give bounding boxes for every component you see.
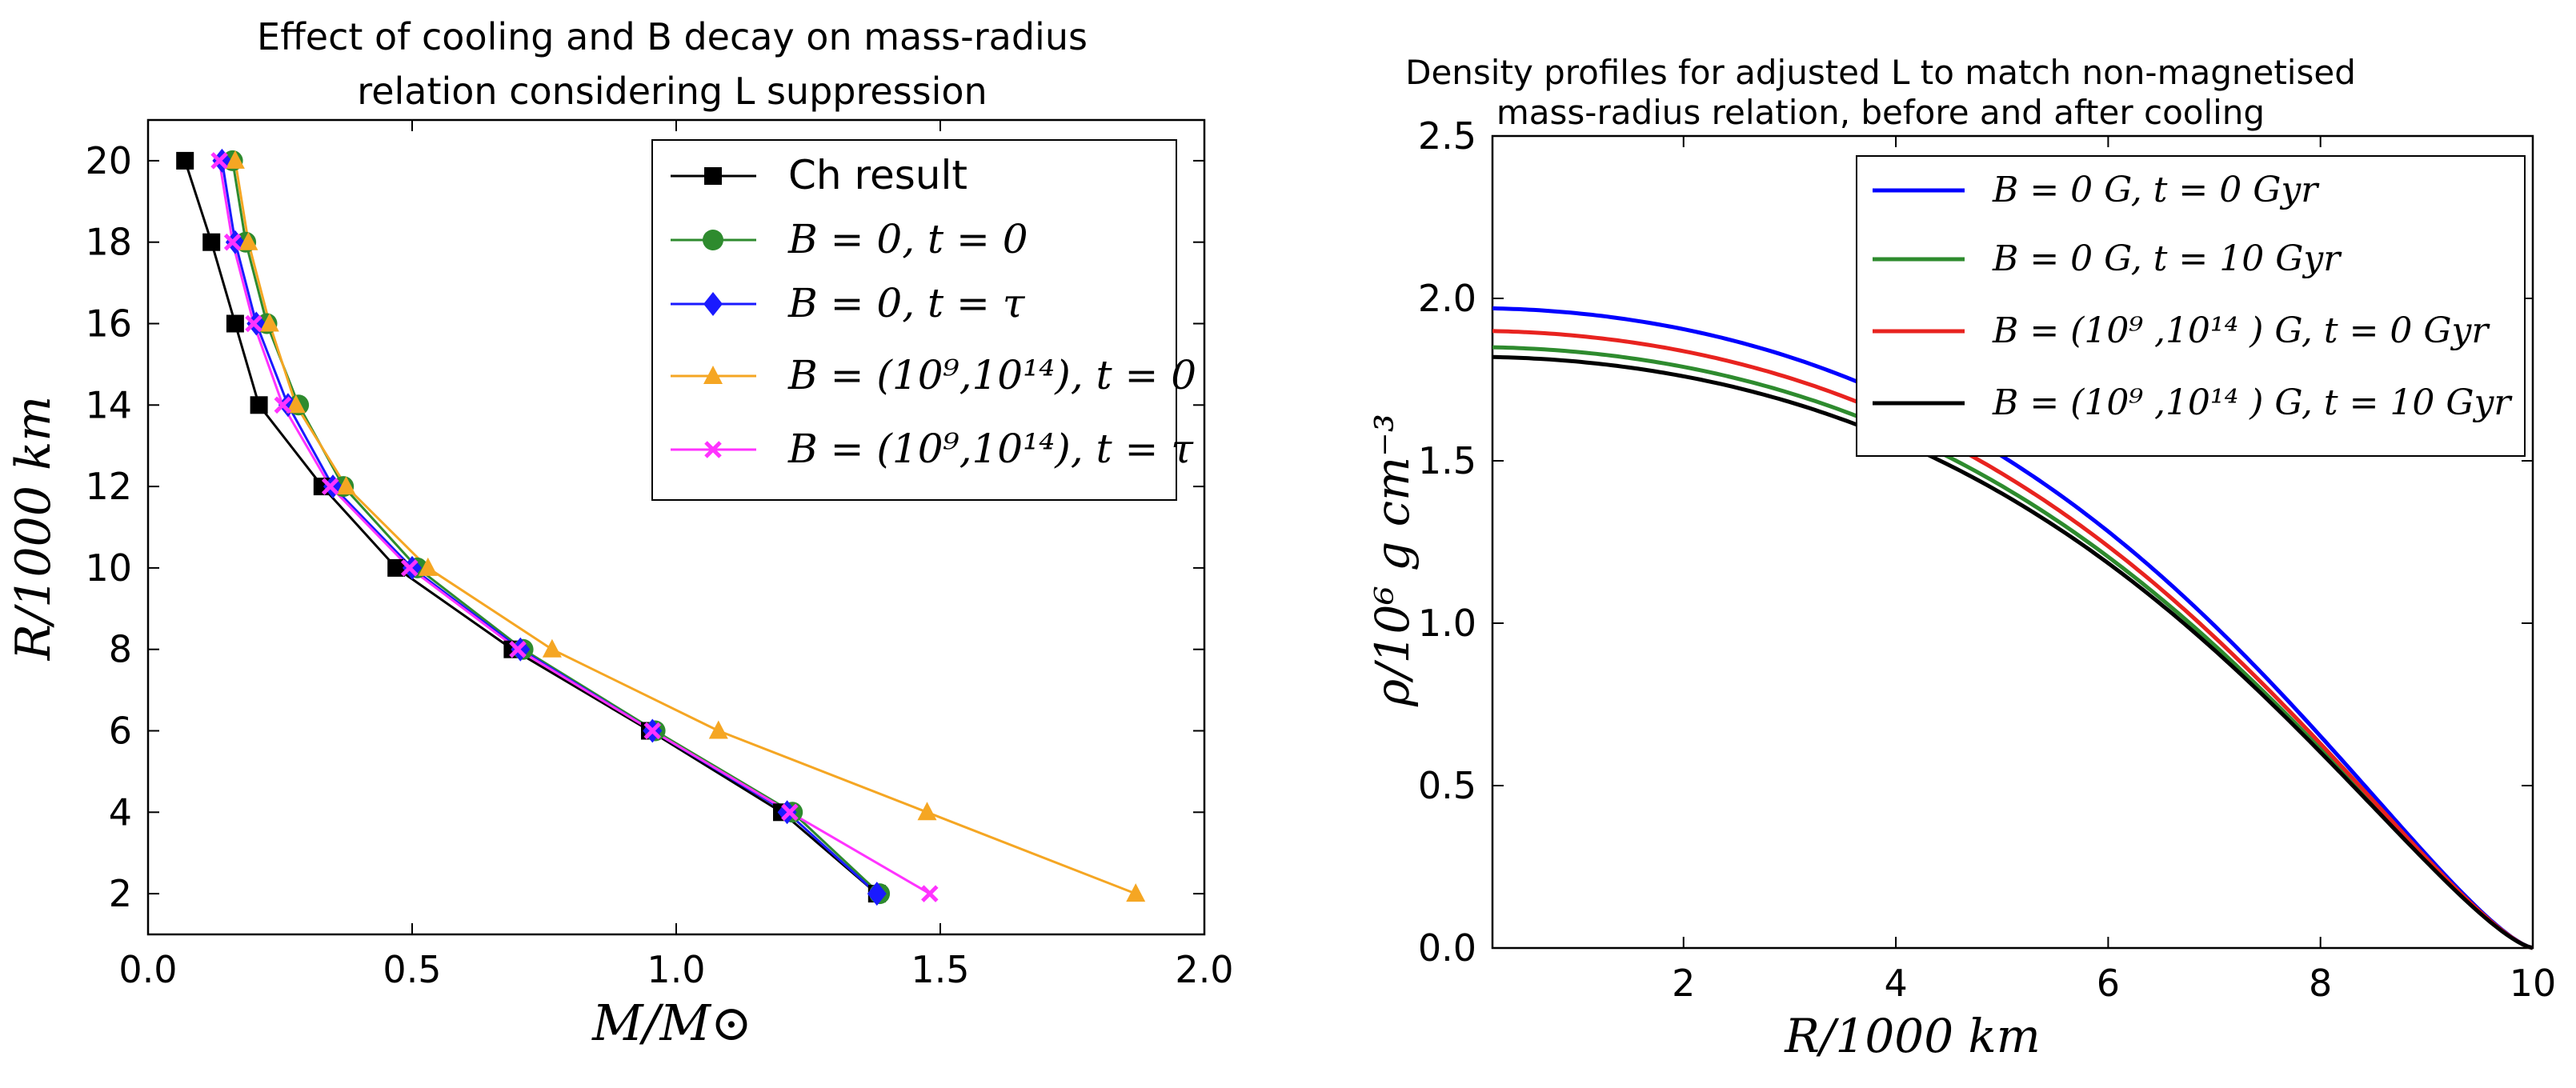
- chart2-series-line-0: [1492, 306, 2534, 950]
- chart1-point-s3-1: [238, 231, 258, 250]
- chart1-title-line1: Effect of cooling and B decay on mass-ra…: [257, 15, 1088, 58]
- chart2-ytick-label: 2.0: [1418, 277, 1476, 320]
- chart2-title-line1: Density profiles for adjusted L to match…: [1405, 53, 2356, 92]
- chart1-xtick-label: 1.5: [911, 948, 969, 991]
- chart1-point-s4-5: [400, 559, 419, 577]
- chart1-xtick-label: 1.0: [647, 948, 705, 991]
- chart1-legend-frame: [651, 139, 1177, 501]
- chart1-point-s4-8: [781, 803, 799, 822]
- chart1-series-line-0: [183, 160, 878, 895]
- chart1-series-line-4: [218, 160, 931, 895]
- chart1-ytick-label: 20: [85, 139, 132, 182]
- chart1-ytick-label: 16: [85, 302, 132, 346]
- chart1-point-s3-6: [542, 638, 562, 658]
- chart1-legend-marker-2: [703, 292, 723, 316]
- chart1-point-s3-3: [286, 394, 306, 414]
- chart2-legend-label-2: B = (10⁹ ,10¹⁴ ) G, t = 0 Gyr: [1992, 310, 2490, 351]
- chart2-xtick-label: 10: [2510, 962, 2557, 1005]
- chart2-series-line-3: [1492, 354, 2534, 950]
- chart1-ytick-label: 6: [109, 710, 132, 753]
- chart1-title-line2: relation considering L suppression: [357, 70, 987, 113]
- chart1-point-s3-4: [336, 476, 356, 495]
- mass-radius-chart: Effect of cooling and B decay on mass-ra…: [6, 15, 1234, 1052]
- chart2-title-line2: mass-radius relation, before and after c…: [1496, 93, 2265, 132]
- chart1-legend-marker-0: [704, 167, 722, 185]
- chart1-point-s4-4: [321, 478, 339, 495]
- chart1-point-s4-3: [274, 396, 292, 414]
- chart1-legend-marker-3: [703, 366, 723, 384]
- chart2-legend-label-0: B = 0 G, t = 0 Gyr: [1992, 170, 2320, 210]
- chart1-ytick-label: 4: [109, 790, 132, 834]
- chart1-legend-label-4: B = (10⁹,10¹⁴), t = τ: [787, 426, 1194, 472]
- chart2-ytick-label: 1.5: [1418, 439, 1476, 482]
- chart1-ytick-label: 10: [85, 546, 132, 590]
- chart1-point-s3-5: [418, 557, 438, 576]
- chart1-legend-marker-1: [703, 230, 723, 250]
- chart1-point-s4-0: [210, 152, 228, 170]
- chart1-point-s4-2: [245, 314, 262, 333]
- chart1-point-s0-2: [226, 314, 244, 333]
- chart1-point-s4-7: [643, 722, 662, 740]
- chart1-point-s0-3: [250, 396, 268, 414]
- chart1-point-s4-9: [921, 885, 939, 902]
- chart1-series-line-3: [234, 160, 1136, 895]
- chart1-legend-label-2: B = 0, t = τ: [787, 280, 1026, 326]
- chart1-ytick-label: 14: [85, 383, 132, 426]
- chart2-plot-area: 2 4 6 8 10 0.0 0.5 1.0 1.5 2.0 2.5: [1418, 114, 2556, 1005]
- density-profile-chart: Density profiles for adjusted L to match…: [1365, 53, 2556, 1063]
- chart1-series-line-1: [231, 160, 881, 895]
- chart1-point-s3-9: [1126, 883, 1146, 902]
- chart1-ytick-label: 12: [85, 465, 132, 508]
- chart1-point-s3-7: [708, 720, 728, 739]
- chart2-xlabel: R/1000 km: [1784, 1009, 2040, 1063]
- chart1-xlabel: M/M⊙: [591, 994, 752, 1052]
- chart1-ytick-label: 2: [109, 872, 132, 915]
- chart1-legend-marker-4: [704, 441, 722, 458]
- chart2-ytick-label: 0.0: [1418, 926, 1476, 970]
- chart2-series-line-2: [1492, 329, 2534, 950]
- chart1-point-s4-1: [223, 233, 242, 251]
- chart1-point-s0-5: [387, 558, 406, 577]
- chart1-point-s0-1: [202, 233, 221, 251]
- chart2-legend-frame: [1856, 155, 2526, 457]
- chart2-legend-label-3: B = (10⁹ ,10¹⁴ ) G, t = 10 Gyr: [1992, 382, 2513, 423]
- chart2-ytick-label: 0.5: [1418, 764, 1476, 807]
- chart1-legend-label-3: B = (10⁹,10¹⁴), t = 0: [787, 352, 1196, 398]
- chart1-legend: Ch result B = 0, t = 0 B = 0, t = τ B = …: [651, 139, 1196, 501]
- chart1-xtick-label: 2.0: [1175, 948, 1233, 991]
- chart1-point-s3-2: [259, 313, 279, 332]
- chart1-point-s2-9: [867, 882, 887, 906]
- chart1-xtick-label: 0.0: [118, 948, 177, 991]
- chart1-point-s3-0: [225, 150, 245, 169]
- chart1-plot-area: 0.0 0.5 1.0 1.5 2.0 2 4 6 8 10 12 14 16 18 20: [85, 118, 1234, 991]
- chart1-point-s4-6: [509, 640, 527, 658]
- chart2-ytick-label: 1.0: [1418, 602, 1476, 645]
- chart2-xtick-label: 8: [2309, 962, 2332, 1005]
- chart2-legend-label-1: B = 0 G, t = 10 Gyr: [1992, 238, 2342, 279]
- chart2-ytick-label: 2.5: [1418, 114, 1476, 158]
- chart1-xtick-label: 0.5: [383, 948, 441, 991]
- chart2-frame: [1491, 134, 2534, 950]
- chart1-ytick-label: 8: [109, 628, 132, 671]
- chart1-legend-label-1: B = 0, t = 0: [787, 216, 1028, 262]
- chart1-legend-label-0: Ch result: [788, 152, 968, 198]
- chart2-xtick-label: 2: [1672, 962, 1695, 1005]
- chart1-ytick-label: 18: [85, 221, 132, 264]
- chart2-xtick-label: 6: [2097, 962, 2120, 1005]
- chart2-xtick-label: 4: [1884, 962, 1907, 1005]
- chart1-point-s3-8: [917, 802, 937, 821]
- chart1-point-s0-0: [176, 151, 194, 170]
- chart2-legend: B = 0 G, t = 0 Gyr B = 0 G, t = 10 Gyr B…: [1856, 155, 2526, 457]
- chart1-ylabel: R/1000 km: [6, 396, 62, 661]
- chart2-ylabel: ρ/10⁶ g cm⁻³: [1365, 414, 1420, 707]
